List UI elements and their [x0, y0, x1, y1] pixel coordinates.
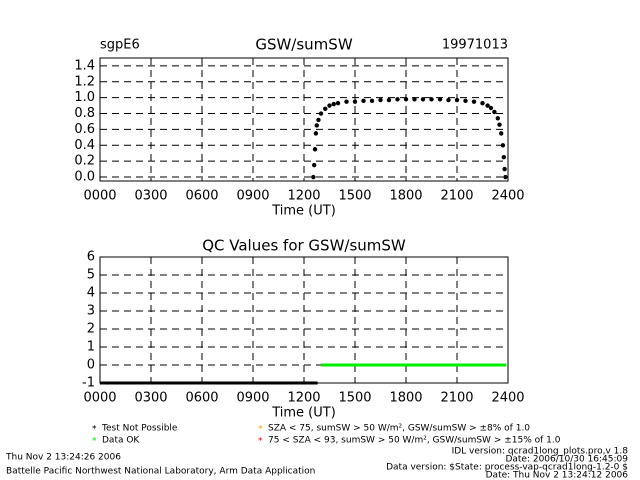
x-tick-label: 1800 [389, 189, 422, 204]
data-point [311, 174, 316, 180]
data-point [369, 98, 375, 104]
data-point [361, 98, 366, 104]
x-tick-label: 1200 [287, 189, 320, 204]
x-tick-label: 1200 [287, 391, 320, 406]
y-tick-label: 5 [87, 268, 95, 283]
data-point [395, 97, 400, 102]
data-point [318, 111, 324, 116]
y-tick-label: 1 [87, 340, 95, 355]
data-point [471, 99, 477, 104]
y-tick-label: 1.0 [74, 90, 95, 105]
data-point [403, 97, 409, 102]
data-point [314, 123, 319, 128]
data-point [501, 154, 506, 160]
x-tick-label: 0000 [83, 391, 116, 406]
data-point [502, 166, 507, 172]
x-tick-label: 1500 [338, 189, 371, 204]
x-tick-label: 0600 [185, 391, 218, 406]
data-point [499, 131, 504, 136]
chart-title: QC Values for GSW/sumSW [202, 237, 406, 255]
data-point [485, 103, 490, 108]
data-point [313, 131, 319, 136]
date: 19971013 [442, 38, 508, 53]
data-point [480, 101, 485, 106]
data-point [316, 117, 321, 123]
y-tick-label: 3 [87, 304, 95, 319]
data-point [412, 97, 417, 102]
legend-label: Data OK [102, 436, 140, 446]
data-point [344, 99, 349, 104]
y-tick-label: 1.4 [74, 58, 95, 73]
y-tick-label: 0.4 [74, 138, 95, 153]
legend-marker: * [258, 437, 263, 447]
data-point [331, 101, 336, 107]
y-tick-label: 0 [87, 358, 95, 373]
y-tick-label: 6 [87, 250, 95, 265]
data-point [497, 122, 502, 127]
data-point [495, 116, 500, 121]
data-point [437, 97, 443, 102]
y-tick-label: 0.8 [74, 106, 95, 121]
data-point [312, 162, 317, 168]
idl-version: IDL version: qcrad1long_plots.pro,v 1.8 [452, 447, 629, 457]
x-tick-label: 2100 [440, 189, 473, 204]
y-tick-label: 2 [87, 322, 95, 337]
legend-label: Test Not Possible [101, 424, 178, 434]
x-axis-label: Time (UT) [271, 204, 336, 219]
data-point [323, 106, 328, 111]
x-tick-label: 1800 [389, 391, 422, 406]
x-tick-label: 0300 [134, 391, 167, 406]
x-tick-label: 0600 [185, 189, 218, 204]
data-point [378, 97, 383, 103]
run-date: Thu Nov 2 13:24:26 2006 [5, 453, 121, 463]
legend-marker: * [258, 425, 263, 435]
data-point [420, 97, 426, 102]
idl-date: Date: 2006/10/30 16:45:09 [505, 455, 628, 465]
x-tick-label: 0900 [236, 189, 269, 204]
y-tick-label: -1 [82, 376, 95, 391]
legend-marker: * [92, 425, 97, 435]
legend-marker: * [92, 437, 97, 447]
x-tick-label: 2400 [491, 391, 524, 406]
x-tick-label: 0300 [134, 189, 167, 204]
data-point [312, 147, 318, 152]
data-point [492, 109, 497, 115]
data-point [429, 97, 434, 102]
site: sgpE6 [100, 38, 140, 53]
x-tick-label: 1500 [338, 391, 371, 406]
x-tick-label: 0000 [83, 189, 116, 204]
institution: Battelle Pacific Northwest National Labo… [6, 467, 315, 477]
y-tick-label: 0.0 [74, 170, 95, 185]
data-point [327, 103, 332, 108]
x-tick-label: 0900 [236, 391, 269, 406]
data-point [454, 97, 460, 103]
y-tick-label: 0.2 [74, 154, 95, 169]
data-point [488, 105, 494, 111]
y-tick-label: 0.6 [74, 122, 95, 137]
data-point [463, 98, 468, 104]
chart-title: GSW/sumSW [255, 36, 352, 54]
data-point [503, 174, 508, 180]
y-tick-label: 1.2 [74, 74, 95, 89]
data-point [335, 101, 341, 106]
legend-label: SZA < 75, sumSW > 50 W/m², GSW/sumSW > ±… [268, 424, 530, 434]
data-point [500, 143, 506, 148]
data-date: Date: Thu Nov 2 13:24:12 2006 [486, 471, 629, 480]
legend-label: 75 < SZA < 93, sumSW > 50 W/m², GSW/sumS… [268, 436, 561, 446]
data-version: Data version: $State: process-vap-qcrad1… [386, 463, 628, 473]
x-axis-label: Time (UT) [271, 406, 336, 421]
x-tick-label: 2100 [440, 391, 473, 406]
x-tick-label: 2400 [491, 189, 524, 204]
data-point [386, 97, 392, 103]
y-tick-label: 4 [87, 286, 95, 301]
data-point [446, 97, 451, 103]
data-point [352, 99, 358, 104]
